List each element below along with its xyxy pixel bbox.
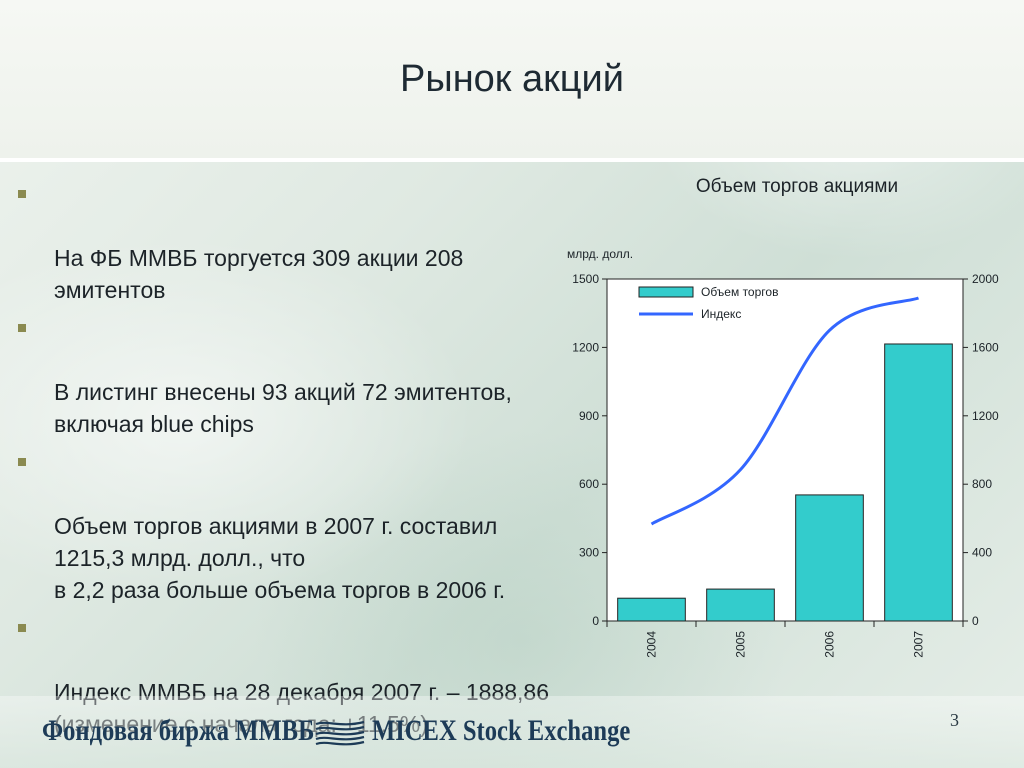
bullet-list: На ФБ ММВБ торгуется 309 акции 208 эмите… [18, 178, 558, 746]
right-tick-label: 2000 [972, 272, 999, 286]
bullet-text: Объем торгов акциями в 2007 г. составил … [54, 513, 506, 603]
page-number: 3 [950, 710, 959, 730]
legend-label-volume: Объем торгов [701, 285, 778, 299]
bullet-marker-icon [18, 458, 26, 466]
page-title: Рынок акций [400, 58, 624, 100]
x-tick-label: 2004 [645, 631, 659, 658]
right-tick-label: 0 [972, 614, 979, 628]
left-tick-label: 1500 [572, 272, 599, 286]
bullet-item: В листинг внесены 93 акций 72 эмитентов,… [18, 312, 558, 440]
bullet-item: На ФБ ММВБ торгуется 309 акции 208 эмите… [18, 178, 558, 306]
micex-logo-icon [315, 720, 365, 746]
bullet-text: В листинг внесены 93 акций 72 эмитентов,… [54, 379, 512, 437]
left-tick-label: 900 [579, 409, 599, 423]
right-tick-label: 800 [972, 477, 992, 491]
bullet-item: Объем торгов акциями в 2007 г. составил … [18, 446, 558, 606]
left-tick-label: 300 [579, 546, 599, 560]
legend-swatch-bar [638, 286, 694, 298]
left-tick-label: 0 [592, 614, 599, 628]
bar [617, 597, 686, 622]
left-tick-label: 600 [579, 477, 599, 491]
bullet-marker-icon [18, 324, 26, 332]
bar [884, 343, 953, 622]
x-tick-label: 2007 [912, 631, 926, 658]
left-tick-label: 1200 [572, 340, 599, 354]
y-axis-unit-label: млрд. долл. [567, 247, 633, 261]
trading-volume-chart: Объем торгов акциями млрд. долл. 0 300 600 90… [567, 176, 999, 658]
right-tick-label: 1200 [972, 409, 999, 423]
bullet-marker-icon [18, 190, 26, 198]
x-tick-label: 2006 [823, 631, 837, 658]
bar [706, 588, 775, 622]
title-band [0, 0, 1024, 162]
bullet-marker-icon [18, 624, 26, 632]
x-tick-label: 2005 [734, 631, 748, 658]
bar [795, 494, 864, 622]
right-tick-label: 1600 [972, 340, 999, 354]
footer-band [0, 696, 1024, 768]
footer-brand-en: MICEX Stock Exchange [372, 714, 631, 747]
index-line [650, 296, 920, 526]
footer-brand-ru: Фондовая биржа ММВБ [42, 714, 315, 747]
bullet-text: На ФБ ММВБ торгуется 309 акции 208 эмите… [54, 245, 464, 303]
chart-title: Объем торгов акциями [696, 176, 898, 197]
legend-label-index: Индекс [701, 307, 741, 321]
right-tick-label: 400 [972, 546, 992, 560]
